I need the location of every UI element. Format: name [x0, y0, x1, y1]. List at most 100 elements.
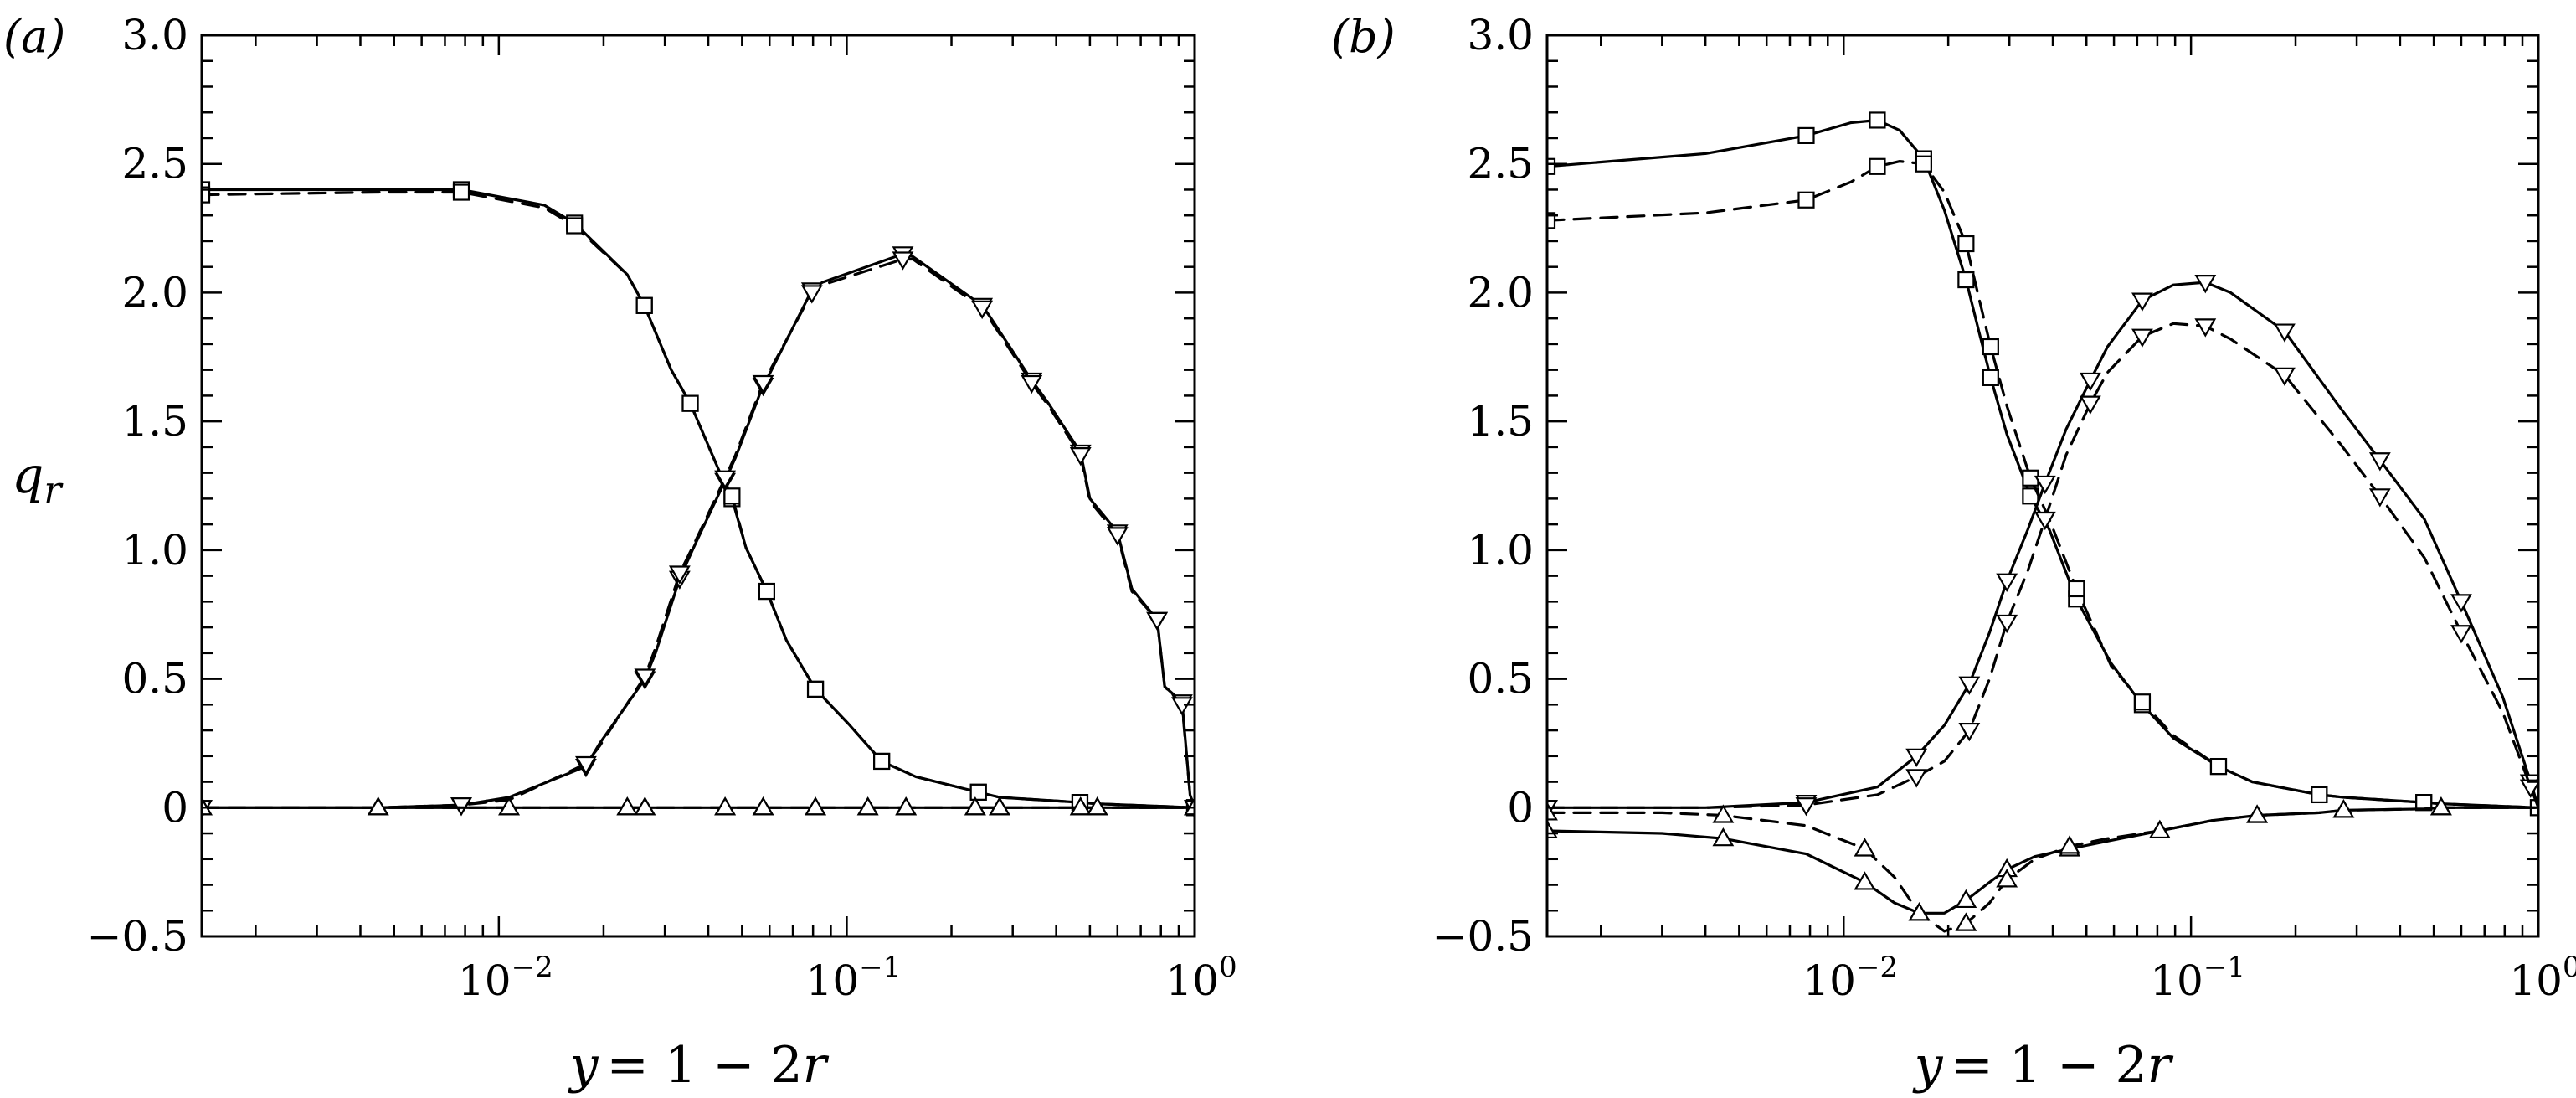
xtick-label: 10−1 — [2150, 951, 2245, 1005]
data-point-triangle-down — [1021, 374, 1043, 394]
data-point-triangle-down — [2450, 594, 2472, 613]
data-point-triangle-down — [1106, 527, 1129, 546]
panel-b-frame — [1545, 34, 2540, 938]
data-point-triangle-up — [1712, 827, 1735, 847]
xtick-label: 10−1 — [806, 951, 902, 1005]
xtick-label: 100 — [2509, 951, 2576, 1005]
data-point-square — [1982, 369, 1999, 386]
ytick-label: 3.0 — [121, 11, 188, 59]
xtick-label: 100 — [1165, 951, 1237, 1005]
data-point-square — [723, 487, 741, 505]
data-point-triangle-down — [1069, 447, 1092, 467]
data-point-triangle-down — [2079, 372, 2101, 392]
panel-a-frame — [200, 34, 1196, 938]
panel-a-ytick-labels: 3.0 2.5 2.0 1.5 1.0 0.5 0 −0.5 — [87, 11, 188, 961]
data-point-triangle-down — [634, 668, 656, 688]
data-point-square — [2209, 757, 2228, 776]
data-point-triangle-down — [1905, 748, 1928, 767]
data-point-triangle-up — [1908, 902, 1931, 921]
series-line-down-triangle-solid — [202, 252, 1195, 809]
data-point-square — [2133, 693, 2152, 711]
data-point-triangle-down — [1958, 676, 1981, 695]
xtick-label: 10−2 — [458, 951, 553, 1005]
series-line-up-triangle-dashed — [1547, 806, 2538, 933]
ytick-label: 1.0 — [121, 526, 188, 575]
data-point-triangle-up — [2148, 819, 2171, 839]
data-point-triangle-down — [1958, 722, 1981, 742]
data-point-triangle-down — [2274, 323, 2296, 343]
y-axis-label: qr — [12, 446, 64, 512]
data-point-triangle-down — [2274, 367, 2296, 387]
data-point-triangle-up — [1712, 804, 1735, 823]
panel-b-xtick-labels: 10−2 10−1 100 — [1802, 951, 2576, 1005]
ytick-label: 0 — [1507, 783, 1534, 832]
data-point-square — [1869, 157, 1886, 175]
data-point-triangle-up — [1996, 869, 2018, 888]
data-point-triangle-down — [2131, 292, 2153, 312]
data-point-triangle-down — [1171, 697, 1193, 716]
data-point-triangle-down — [2368, 452, 2391, 472]
panel-a-x-axis-label: y = 1 − 2r — [568, 1036, 830, 1095]
ytick-label: −0.5 — [1432, 912, 1534, 961]
data-point-triangle-down — [2368, 488, 2391, 508]
data-point-triangle-down — [1795, 797, 1818, 817]
data-point-triangle-down — [2079, 395, 2101, 415]
data-point-triangle-up — [1854, 871, 1876, 890]
data-point-triangle-up — [752, 796, 774, 816]
data-point-square — [681, 394, 699, 412]
data-point-square — [1982, 338, 1999, 356]
data-point-triangle-up — [714, 796, 737, 816]
data-point-triangle-up — [964, 796, 986, 816]
data-point-triangle-up — [1069, 796, 1092, 816]
data-point-triangle-up — [1955, 912, 1977, 931]
ytick-label: −0.5 — [87, 912, 188, 961]
series-line-square-solid — [1547, 118, 2538, 809]
data-point-triangle-down — [2194, 318, 2217, 338]
data-point-triangle-down — [892, 251, 914, 271]
data-point-square — [452, 183, 470, 201]
data-point-triangle-down — [2450, 625, 2472, 644]
data-point-square — [873, 752, 891, 771]
ytick-label: 2.0 — [121, 268, 188, 317]
data-point-square — [1957, 271, 1975, 289]
data-point-triangle-down — [668, 565, 691, 585]
ytick-label: 0.5 — [1467, 655, 1534, 704]
data-point-square — [202, 186, 211, 204]
data-point-square — [566, 217, 584, 235]
data-point-triangle-down — [2194, 275, 2217, 294]
data-point-square — [1797, 191, 1815, 209]
data-point-triangle-up — [1854, 838, 1876, 857]
data-point-square — [2068, 580, 2085, 598]
ytick-label: 2.5 — [121, 140, 188, 188]
xtick-label: 10−2 — [1802, 951, 1898, 1005]
data-point-triangle-up — [2429, 796, 2452, 816]
ytick-label: 1.5 — [121, 397, 188, 446]
data-point-triangle-down — [1547, 800, 1558, 819]
series-line-square-dashed — [202, 190, 1195, 809]
panel-a-xtick-labels: 10−2 10−1 100 — [458, 951, 1237, 1005]
data-point-triangle-up — [1547, 802, 1558, 821]
data-point-triangle-down — [1996, 573, 2018, 592]
series-line-down-triangle-dashed — [1547, 322, 2538, 809]
data-point-square — [1957, 235, 1975, 253]
data-point-triangle-up — [895, 796, 918, 816]
data-point-triangle-up — [2332, 799, 2355, 818]
panel-a-label: (a) — [3, 10, 65, 63]
ytick-label: 0.5 — [121, 655, 188, 704]
data-point-triangle-down — [800, 285, 823, 304]
data-point-square — [1869, 111, 1886, 129]
data-point-square — [758, 582, 775, 601]
data-point-square — [2311, 786, 2328, 804]
data-point-square — [806, 680, 825, 698]
data-point-triangle-up — [856, 796, 879, 816]
ytick-label: 2.5 — [1467, 140, 1534, 188]
data-point-triangle-up — [989, 796, 1010, 816]
data-point-square — [1797, 126, 1815, 144]
ytick-label: 1.0 — [1467, 526, 1534, 575]
data-point-triangle-down — [1146, 611, 1169, 631]
ytick-label: 1.5 — [1467, 397, 1534, 446]
data-point-triangle-up — [1955, 889, 1977, 909]
data-point-triangle-up — [634, 796, 656, 816]
panel-b: (b) 3.0 2.5 2.0 1.5 1.0 0.5 0 −0.5 10−2 … — [1331, 10, 2576, 1095]
